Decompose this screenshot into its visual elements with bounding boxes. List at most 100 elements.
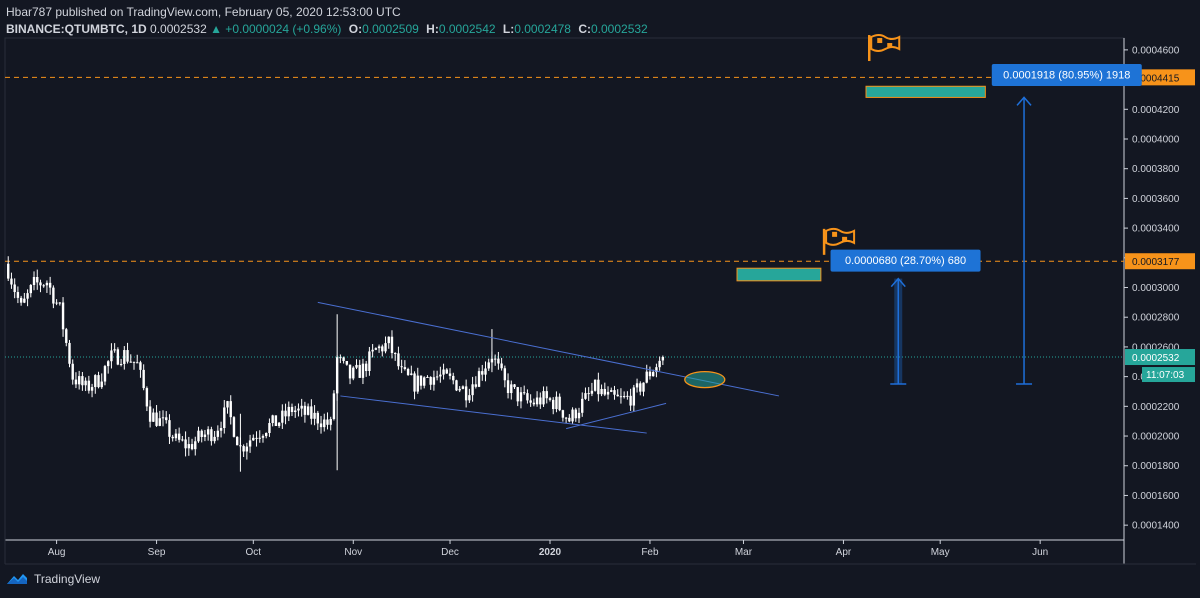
candle-down xyxy=(10,278,13,285)
candle-up xyxy=(377,346,381,349)
candle-down xyxy=(545,391,548,399)
y-tick-label: 0.0002200 xyxy=(1132,402,1180,413)
candle-up xyxy=(584,393,587,399)
candle-up xyxy=(297,408,300,411)
x-tick-label: Dec xyxy=(441,547,459,558)
candle-down xyxy=(177,433,181,440)
candle-down xyxy=(648,371,652,377)
candle-down xyxy=(406,368,410,375)
candle-down xyxy=(390,336,394,354)
countdown-tag xyxy=(1142,367,1195,383)
candle-up xyxy=(106,361,110,367)
low-label: L: xyxy=(502,22,515,36)
target-price-label: 0.0004415 xyxy=(1132,73,1180,84)
y-tick-label: 0.0002000 xyxy=(1132,432,1180,443)
candle-up xyxy=(42,285,45,287)
candle-up xyxy=(294,410,297,413)
candle-up xyxy=(136,362,139,364)
candle-up xyxy=(651,372,655,377)
x-tick-label: Jun xyxy=(1032,547,1048,558)
candle-down xyxy=(419,375,423,386)
candle-down xyxy=(552,399,555,410)
candle-down xyxy=(19,297,23,303)
candle-down xyxy=(397,353,400,367)
candle-up xyxy=(571,409,574,422)
candle-down xyxy=(61,302,65,330)
candle-up xyxy=(432,377,436,385)
candle-down xyxy=(13,284,16,293)
candle-up xyxy=(410,373,413,375)
candle-down xyxy=(52,287,55,304)
candle-up xyxy=(245,446,249,452)
ohlc-line: BINANCE:QTUMBTC, 1D 0.0002532 ▲ +0.00000… xyxy=(6,22,648,36)
open-value: 0.0002509 xyxy=(362,22,419,36)
candle-up xyxy=(632,387,636,406)
x-tick-label: Mar xyxy=(735,547,753,558)
target-price-label: 0.0003177 xyxy=(1132,257,1180,268)
candle-up xyxy=(487,362,490,369)
x-tick-label: Oct xyxy=(246,547,262,558)
open-label: O: xyxy=(348,22,363,36)
candle-down xyxy=(319,423,323,428)
candle-down xyxy=(16,292,20,298)
candle-down xyxy=(171,436,174,439)
candle-up xyxy=(332,393,336,419)
measure-label-2-bg xyxy=(991,63,1142,86)
candle-down xyxy=(513,384,516,388)
y-tick-label: 0.0001800 xyxy=(1132,461,1180,472)
candle-up xyxy=(535,397,539,405)
candle-up xyxy=(174,433,178,439)
y-tick-label: 0.0001400 xyxy=(1132,521,1180,532)
candle-down xyxy=(242,446,245,452)
measure-label-2: 0.0001918 (80.95%) 1918 xyxy=(1003,69,1130,81)
plot-area xyxy=(4,37,1125,541)
candle-up xyxy=(658,360,661,368)
target-price-tag xyxy=(1125,69,1195,86)
candle-up xyxy=(655,367,658,373)
candle-down xyxy=(235,436,239,446)
candle-down xyxy=(232,417,236,437)
footer: TradingView xyxy=(6,572,100,586)
candles-group xyxy=(7,256,665,472)
candle-down xyxy=(413,373,416,392)
candle-up xyxy=(642,382,645,392)
candle-up xyxy=(265,432,268,437)
low-value: 0.0002478 xyxy=(514,22,571,36)
candle-up xyxy=(90,387,94,391)
current-price-label: 0.0002532 xyxy=(1132,353,1180,364)
candle-up xyxy=(161,417,165,419)
y-tick-label: 0.0004000 xyxy=(1132,134,1180,145)
candle-up xyxy=(206,429,210,435)
trendline-lower xyxy=(340,395,647,434)
candle-down xyxy=(448,373,452,376)
publisher-text: Hbar787 published on TradingView.com, Fe… xyxy=(6,5,401,19)
y-tick-label: 0.0002600 xyxy=(1132,342,1180,353)
candle-down xyxy=(274,415,278,426)
candle-down xyxy=(532,402,536,405)
candle-down xyxy=(539,397,542,405)
x-tick-label: May xyxy=(931,547,950,558)
candle-up xyxy=(94,375,97,388)
candle-down xyxy=(168,420,171,437)
candle-up xyxy=(352,367,355,379)
candle-up xyxy=(435,376,439,378)
brand-label: TradingView xyxy=(34,572,101,586)
candle-up xyxy=(461,386,465,389)
candle-down xyxy=(445,369,448,374)
candle-up xyxy=(329,418,332,425)
x-tick-label: Aug xyxy=(48,547,66,558)
candle-up xyxy=(123,350,126,364)
candle-up xyxy=(23,298,26,303)
x-tick-label: Nov xyxy=(344,547,362,558)
candle-up xyxy=(55,302,58,304)
candle-up xyxy=(187,444,191,449)
candle-down xyxy=(603,388,607,395)
close-label: C: xyxy=(578,22,591,36)
candle-down xyxy=(561,410,565,418)
high-value: 0.0002542 xyxy=(438,22,496,36)
candle-down xyxy=(452,375,455,381)
x-tick-label: Apr xyxy=(836,547,852,558)
candle-up xyxy=(439,374,442,377)
breakout-ellipse xyxy=(684,370,726,389)
